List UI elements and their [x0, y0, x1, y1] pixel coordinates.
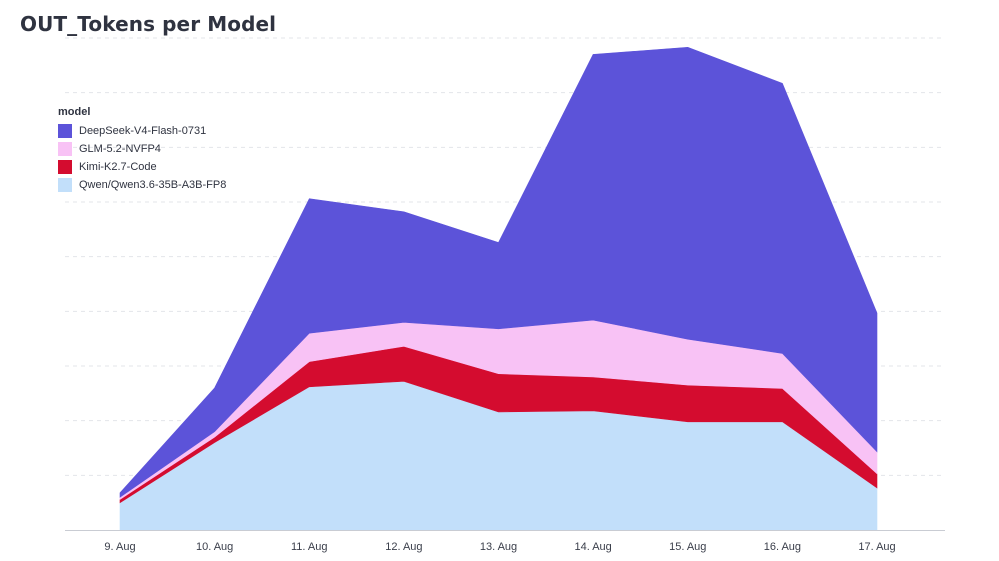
legend-items: DeepSeek-V4-Flash-0731 GLM-5.2-NVFP4 Kimi-… — [58, 122, 226, 194]
legend-item[interactable]: GLM-5.2-NVFP4 — [58, 140, 226, 158]
x-tick-label: 16. Aug — [764, 541, 801, 553]
legend-label: GLM-5.2-NVFP4 — [79, 143, 161, 155]
x-tick-label: 14. Aug — [574, 541, 611, 553]
x-tick-label: 11. Aug — [291, 541, 328, 553]
x-tick-label: 9. Aug — [104, 541, 135, 553]
legend-label: Kimi-K2.7-Code — [79, 161, 157, 173]
chart-title: OUT_Tokens per Model — [20, 12, 277, 36]
x-tick-label: 12. Aug — [385, 541, 422, 553]
x-tick-label: 10. Aug — [196, 541, 233, 553]
legend-label: Qwen/Qwen3.6-35B-A3B-FP8 — [79, 179, 227, 191]
legend-swatch — [58, 178, 72, 192]
area-series-group — [119, 46, 878, 531]
legend-title: model — [58, 106, 91, 118]
legend-swatch — [58, 160, 72, 174]
legend: model DeepSeek-V4-Flash-0731 GLM-5.2-NVFP… — [58, 106, 226, 194]
legend-swatch — [58, 142, 72, 156]
legend-swatch — [58, 124, 72, 138]
x-tick-label: 15. Aug — [669, 541, 706, 553]
legend-item[interactable]: Kimi-K2.7-Code — [58, 158, 226, 176]
area-series-deepseek-v4-flash-0731 — [119, 46, 878, 498]
legend-item[interactable]: Qwen/Qwen3.6-35B-A3B-FP8 — [58, 176, 226, 194]
x-axis: 9. Aug 10. Aug 11. Aug 12. Aug 13. Aug 14. Au… — [65, 530, 945, 553]
legend-item[interactable]: DeepSeek-V4-Flash-0731 — [58, 122, 226, 140]
legend-label: DeepSeek-V4-Flash-0731 — [79, 125, 207, 137]
x-tick-label: 13. Aug — [480, 541, 517, 553]
x-tick-label: 17. Aug — [858, 541, 895, 553]
